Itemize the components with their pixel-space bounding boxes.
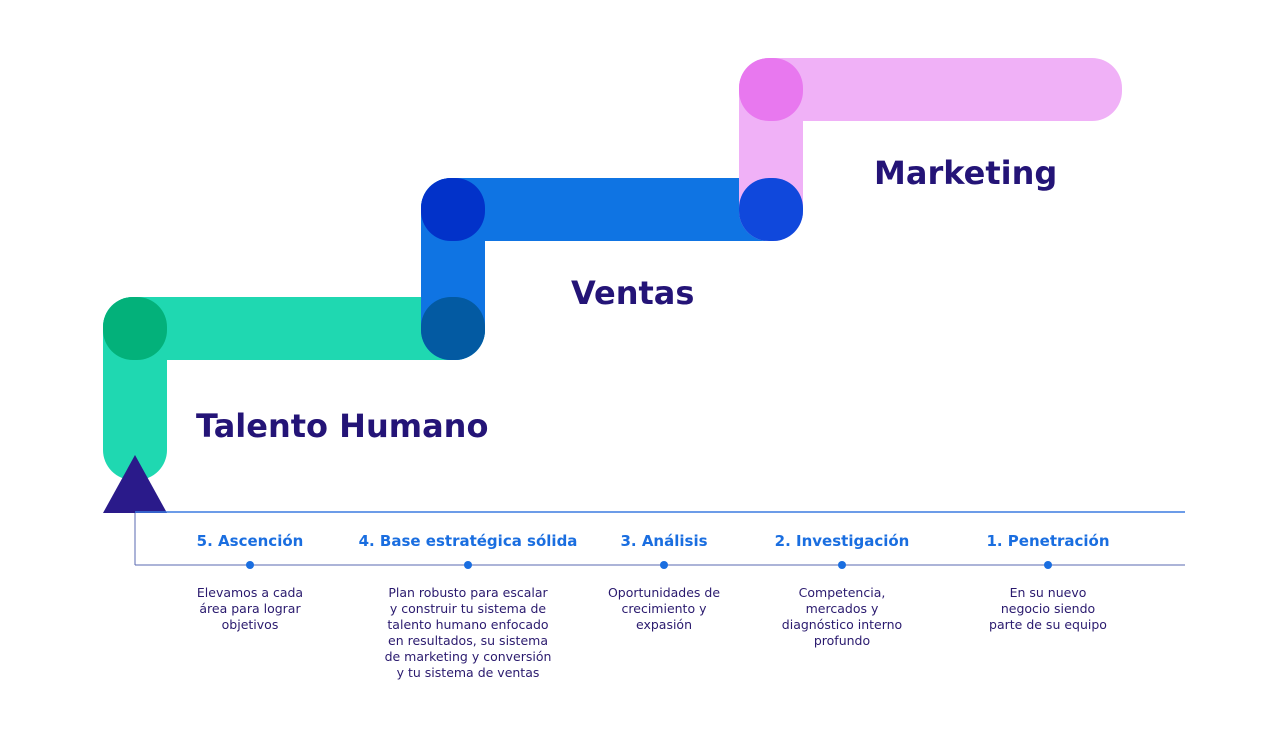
step-description: mercados y [806, 601, 879, 616]
step-description: y tu sistema de ventas [397, 665, 540, 680]
pink-corner [739, 58, 803, 121]
step-description: talento humano enfocado [387, 617, 548, 632]
step-description: Elevamos a cada [197, 585, 303, 600]
step-title: 5. Ascención [197, 532, 304, 550]
step-description: diagnóstico interno [782, 617, 902, 632]
step-description: expasión [636, 617, 692, 632]
step-description: negocio siendo [1001, 601, 1095, 616]
blue-horizontal [421, 178, 803, 241]
pink-blue-overlap [739, 178, 803, 241]
step-dot [464, 561, 472, 569]
step-description: de marketing y conversión [385, 649, 552, 664]
step-dot [246, 561, 254, 569]
blue-green-overlap [421, 297, 485, 360]
pink-horizontal [739, 58, 1122, 121]
step-description: objetivos [222, 617, 279, 632]
step-description: Plan robusto para escalar [388, 585, 548, 600]
stage-label: Talento Humano [196, 407, 488, 445]
step-title: 3. Análisis [620, 532, 707, 550]
step-description: profundo [814, 633, 870, 648]
step-dot [660, 561, 668, 569]
step-title: 4. Base estratégica sólida [359, 532, 578, 550]
triangle [103, 455, 167, 513]
step-title: 1. Penetración [986, 532, 1109, 550]
step-title: 2. Investigación [775, 532, 910, 550]
step-description: Competencia, [799, 585, 886, 600]
green-corner [103, 297, 167, 360]
step-description: en resultados, su sistema [388, 633, 548, 648]
step-description: En su nuevo [1010, 585, 1087, 600]
step-description: parte de su equipo [989, 617, 1107, 632]
stage-label: Marketing [874, 154, 1057, 192]
blue-corner [421, 178, 485, 241]
step-dot [1044, 561, 1052, 569]
step-dot [838, 561, 846, 569]
stage-label: Ventas [571, 274, 694, 312]
step-description: crecimiento y [622, 601, 708, 616]
step-description: área para lograr [199, 601, 301, 616]
step-description: y construir tu sistema de [390, 601, 547, 616]
green-horizontal [103, 297, 485, 360]
step-description: Oportunidades de [608, 585, 720, 600]
